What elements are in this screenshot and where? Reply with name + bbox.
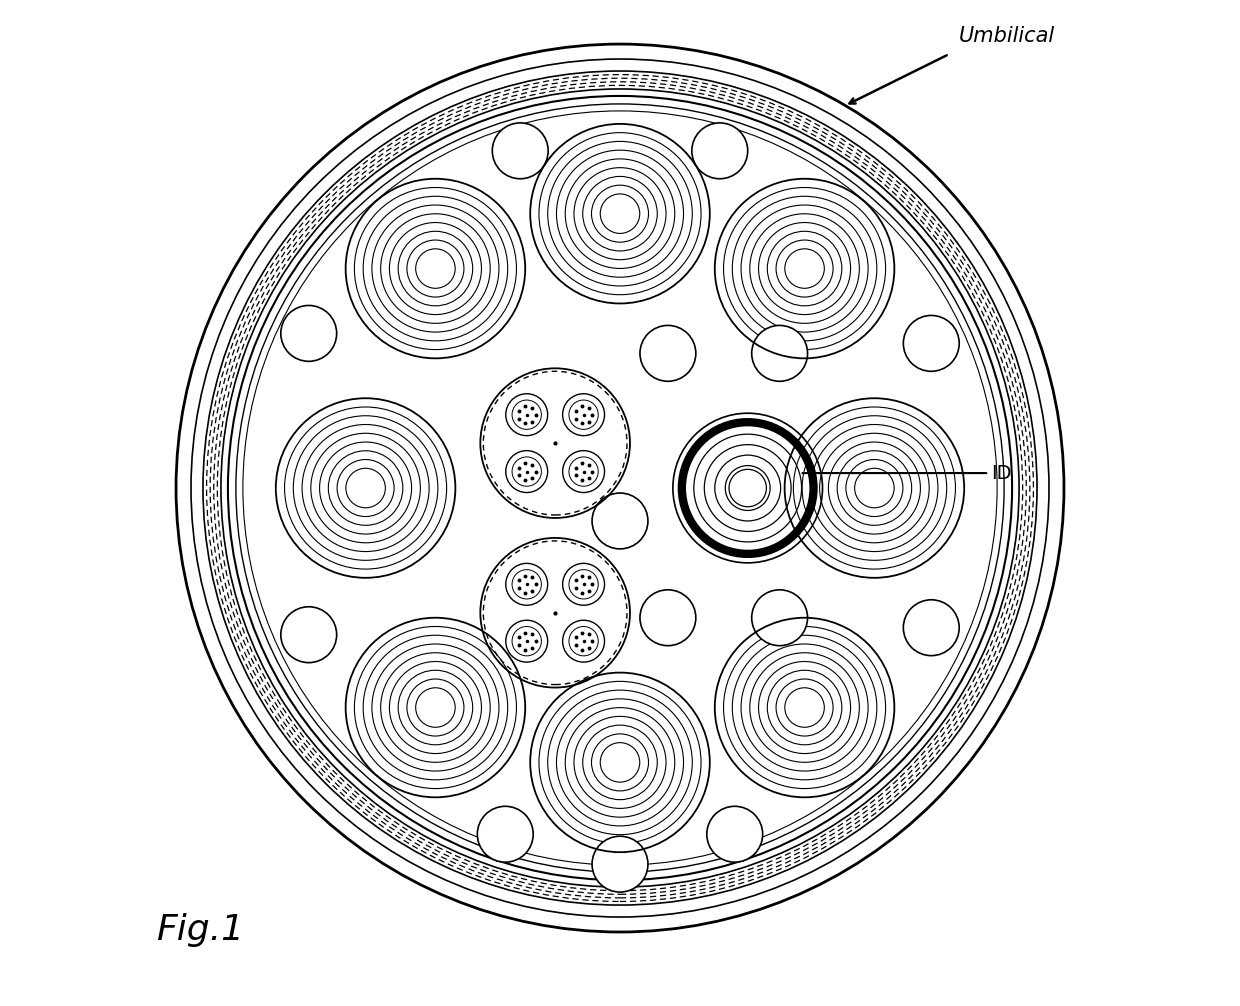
- Circle shape: [549, 438, 560, 449]
- Circle shape: [751, 590, 807, 646]
- Circle shape: [563, 451, 605, 493]
- Circle shape: [506, 563, 548, 606]
- Circle shape: [729, 470, 766, 507]
- Circle shape: [591, 836, 649, 892]
- Circle shape: [506, 621, 548, 662]
- Circle shape: [707, 806, 763, 862]
- Circle shape: [563, 393, 605, 436]
- Circle shape: [280, 306, 337, 361]
- Circle shape: [563, 563, 605, 606]
- Circle shape: [346, 468, 386, 508]
- Circle shape: [477, 806, 533, 862]
- Text: Fig.1: Fig.1: [156, 913, 244, 947]
- Circle shape: [854, 468, 894, 508]
- Circle shape: [600, 742, 640, 782]
- Circle shape: [640, 590, 696, 646]
- Circle shape: [506, 393, 548, 436]
- Circle shape: [415, 248, 455, 289]
- Circle shape: [714, 179, 894, 358]
- Circle shape: [492, 123, 548, 179]
- Circle shape: [785, 398, 965, 577]
- Circle shape: [785, 248, 825, 289]
- Circle shape: [346, 618, 526, 798]
- Circle shape: [640, 325, 696, 381]
- Circle shape: [591, 493, 649, 549]
- Circle shape: [714, 618, 894, 798]
- Circle shape: [275, 398, 455, 577]
- Text: ID: ID: [991, 464, 1012, 483]
- Circle shape: [549, 608, 560, 618]
- Text: Umbilical: Umbilical: [960, 26, 1055, 46]
- Circle shape: [903, 316, 960, 371]
- Circle shape: [531, 673, 709, 852]
- Circle shape: [280, 607, 337, 663]
- Circle shape: [563, 621, 605, 662]
- Circle shape: [480, 368, 630, 518]
- Circle shape: [673, 413, 822, 563]
- Circle shape: [480, 538, 630, 687]
- Circle shape: [903, 600, 960, 656]
- Circle shape: [751, 325, 807, 381]
- Circle shape: [346, 179, 526, 358]
- Circle shape: [531, 124, 709, 304]
- Circle shape: [506, 451, 548, 493]
- Circle shape: [785, 688, 825, 727]
- Circle shape: [692, 123, 748, 179]
- Circle shape: [600, 194, 640, 233]
- Circle shape: [415, 688, 455, 727]
